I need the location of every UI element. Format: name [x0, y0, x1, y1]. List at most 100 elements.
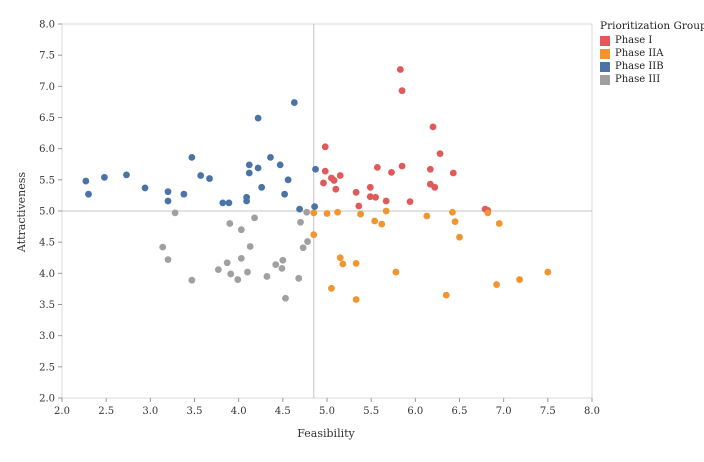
data-point-phase-iia: [456, 233, 463, 241]
data-point-phase-i: [352, 188, 360, 196]
x-tick-label: 8.0: [584, 406, 600, 417]
data-point-phase-iib: [164, 197, 172, 205]
data-point-phase-iib: [245, 169, 253, 177]
x-tick-label: 5.5: [363, 406, 379, 417]
data-point-phase-iib: [141, 184, 149, 192]
x-tick-label: 7.0: [496, 406, 512, 417]
data-point-phase-iib: [290, 99, 298, 106]
y-tick-label: 8.0: [39, 20, 55, 31]
data-point-phase-iia: [516, 276, 523, 283]
data-point-phase-iii: [303, 208, 311, 216]
data-point-phase-iii: [227, 270, 235, 278]
x-tick-label: 3.5: [187, 406, 203, 417]
data-point-phase-iia: [382, 207, 390, 215]
data-point-phase-iia: [323, 210, 331, 217]
data-point-phase-iii: [244, 268, 251, 276]
legend-item-phase-iii: Phase III: [600, 73, 700, 86]
data-points: [82, 66, 552, 303]
data-point-phase-iib: [188, 153, 196, 161]
y-tick-label: 2.5: [39, 362, 55, 373]
data-point-phase-iib: [254, 114, 262, 122]
data-point-phase-iii: [226, 220, 234, 227]
data-point-phase-iib: [225, 199, 233, 207]
data-point-phase-iib: [101, 173, 108, 181]
data-point-phase-i: [366, 183, 374, 191]
y-tick-label: 4.5: [39, 238, 55, 249]
data-point-phase-iia: [357, 210, 364, 218]
data-point-phase-iia: [423, 212, 431, 220]
data-point-phase-i: [388, 168, 395, 176]
y-axis-label: Attractiveness: [15, 172, 28, 253]
data-point-phase-iia: [310, 209, 318, 217]
data-point-phase-iia: [544, 268, 552, 276]
data-point-phase-i: [436, 150, 444, 158]
data-point-phase-iii: [278, 264, 286, 272]
y-tick-label: 7.0: [39, 82, 55, 93]
data-point-phase-iib: [180, 190, 188, 198]
data-point-phase-iia: [495, 220, 503, 227]
data-point-phase-i: [321, 167, 329, 175]
data-point-phase-iii: [246, 243, 254, 250]
legend-swatch: [600, 61, 610, 72]
data-point-phase-iii: [214, 266, 222, 273]
data-point-phase-iib: [245, 161, 253, 169]
data-point-phase-iia: [334, 208, 341, 216]
data-point-phase-iib: [85, 190, 92, 198]
x-tick-label: 4.0: [231, 406, 247, 417]
data-point-phase-iia: [449, 208, 456, 216]
data-point-phase-iia: [442, 291, 450, 299]
y-tick-label: 3.0: [39, 331, 55, 342]
data-point-phase-iia: [328, 284, 335, 292]
data-point-phase-iia: [484, 209, 492, 217]
y-tick-label: 2.0: [39, 394, 55, 405]
data-point-phase-iii: [299, 244, 307, 252]
y-tick-label: 7.5: [39, 51, 55, 62]
legend-swatch: [600, 48, 610, 59]
legend-title: Prioritization Group: [600, 20, 704, 32]
y-tick-label: 3.5: [39, 300, 55, 311]
data-point-phase-i: [336, 172, 344, 179]
data-point-phase-iii: [297, 218, 304, 226]
data-point-phase-i: [429, 123, 437, 131]
data-point-phase-iib: [197, 172, 205, 179]
y-tick-label: 5.5: [39, 175, 55, 186]
data-point-phase-iib: [312, 165, 319, 173]
data-point-phase-iib: [243, 197, 251, 205]
data-point-phase-iia: [451, 218, 459, 225]
x-tick-label: 6.0: [407, 406, 423, 417]
data-point-phase-i: [449, 169, 457, 177]
data-point-phase-iia: [336, 254, 344, 262]
data-point-phase-iib: [267, 153, 274, 161]
x-tick-label: 7.5: [540, 406, 556, 417]
data-point-phase-iii: [188, 276, 196, 284]
data-point-phase-iii: [159, 243, 167, 251]
data-point-phase-iia: [310, 231, 318, 239]
data-point-phase-iib: [82, 177, 90, 185]
data-point-phase-iia: [352, 296, 360, 303]
data-point-phase-i: [372, 193, 379, 201]
legend-swatch: [600, 35, 610, 46]
data-point-phase-iii: [304, 238, 311, 245]
data-point-phase-iib: [219, 199, 227, 207]
data-point-phase-iia: [392, 268, 400, 276]
data-point-phase-iii: [295, 274, 303, 282]
data-point-phase-i: [426, 165, 434, 173]
data-point-phase-i: [332, 185, 340, 193]
x-tick-label: 5.0: [319, 406, 335, 417]
data-point-phase-iib: [296, 205, 304, 213]
legend-label: Phase IIB: [615, 61, 664, 72]
data-point-phase-i: [431, 183, 439, 191]
data-point-phase-iib: [164, 188, 172, 196]
data-point-phase-iii: [234, 276, 242, 283]
x-tick-label: 6.5: [452, 406, 468, 417]
data-point-phase-i: [382, 197, 390, 205]
data-point-phase-iib: [281, 190, 288, 198]
legend-label: Phase IIA: [615, 48, 664, 59]
legend-label: Phase III: [615, 74, 661, 85]
data-point-phase-iib: [284, 176, 292, 184]
y-axis-ticks: 2.0 2.5 3.0 3.5 4.0 4.5 5.0 5.5 6.0 6.5 7.0 7.5 8.0: [39, 20, 62, 405]
legend-item-phase-i: Phase I: [600, 34, 700, 47]
legend-label: Phase I: [615, 35, 653, 46]
data-point-phase-iib: [206, 175, 213, 182]
